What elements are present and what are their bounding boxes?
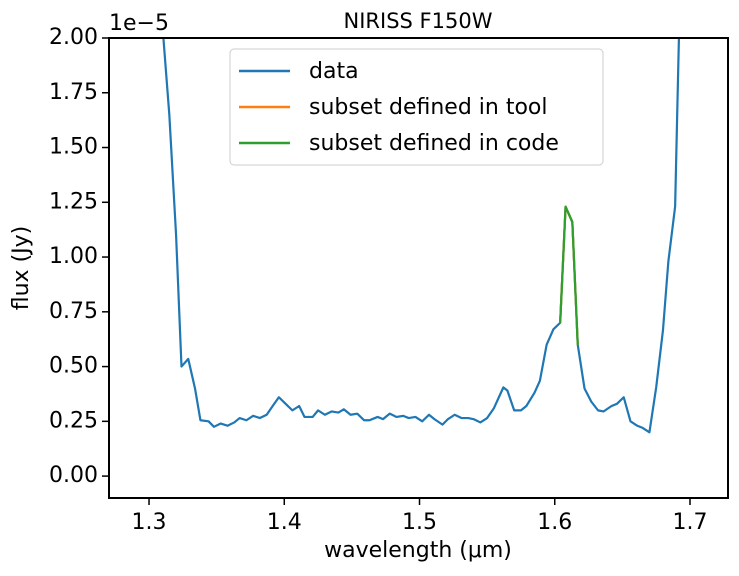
y-tick-label: 1.00 bbox=[49, 244, 98, 269]
y-tick-label: 1.50 bbox=[49, 135, 98, 160]
line bbox=[559, 205, 579, 345]
y-tick-label: 0.00 bbox=[49, 463, 98, 488]
y-offset-label: 1e−5 bbox=[109, 11, 169, 36]
y-tick-label: 2.00 bbox=[49, 25, 98, 50]
y-tick-label: 0.75 bbox=[49, 299, 98, 324]
line bbox=[162, 38, 681, 434]
y-axis-label: flux (Jy) bbox=[9, 226, 34, 311]
x-tick-label: 1.3 bbox=[132, 510, 167, 535]
y-tick-label: 1.25 bbox=[49, 189, 98, 214]
legend-label: subset defined in tool bbox=[309, 95, 548, 120]
x-axis-label: wavelength (μm) bbox=[324, 538, 512, 563]
plot-frame bbox=[108, 37, 729, 499]
legend-label: data bbox=[309, 59, 359, 84]
x-tick-label: 1.5 bbox=[402, 510, 437, 535]
y-tick-label: 0.50 bbox=[49, 354, 98, 379]
x-tick-label: 1.6 bbox=[537, 510, 572, 535]
x-tick-label: 1.4 bbox=[267, 510, 302, 535]
legend-box bbox=[229, 48, 604, 166]
y-tick-label: 0.25 bbox=[49, 408, 98, 433]
x-tick-label: 1.7 bbox=[672, 510, 707, 535]
chart-title: NIRISS F150W bbox=[344, 9, 493, 33]
plot-lines bbox=[162, 38, 681, 434]
y-tick-label: 1.75 bbox=[49, 80, 98, 105]
legend-label: subset defined in code bbox=[309, 131, 559, 156]
